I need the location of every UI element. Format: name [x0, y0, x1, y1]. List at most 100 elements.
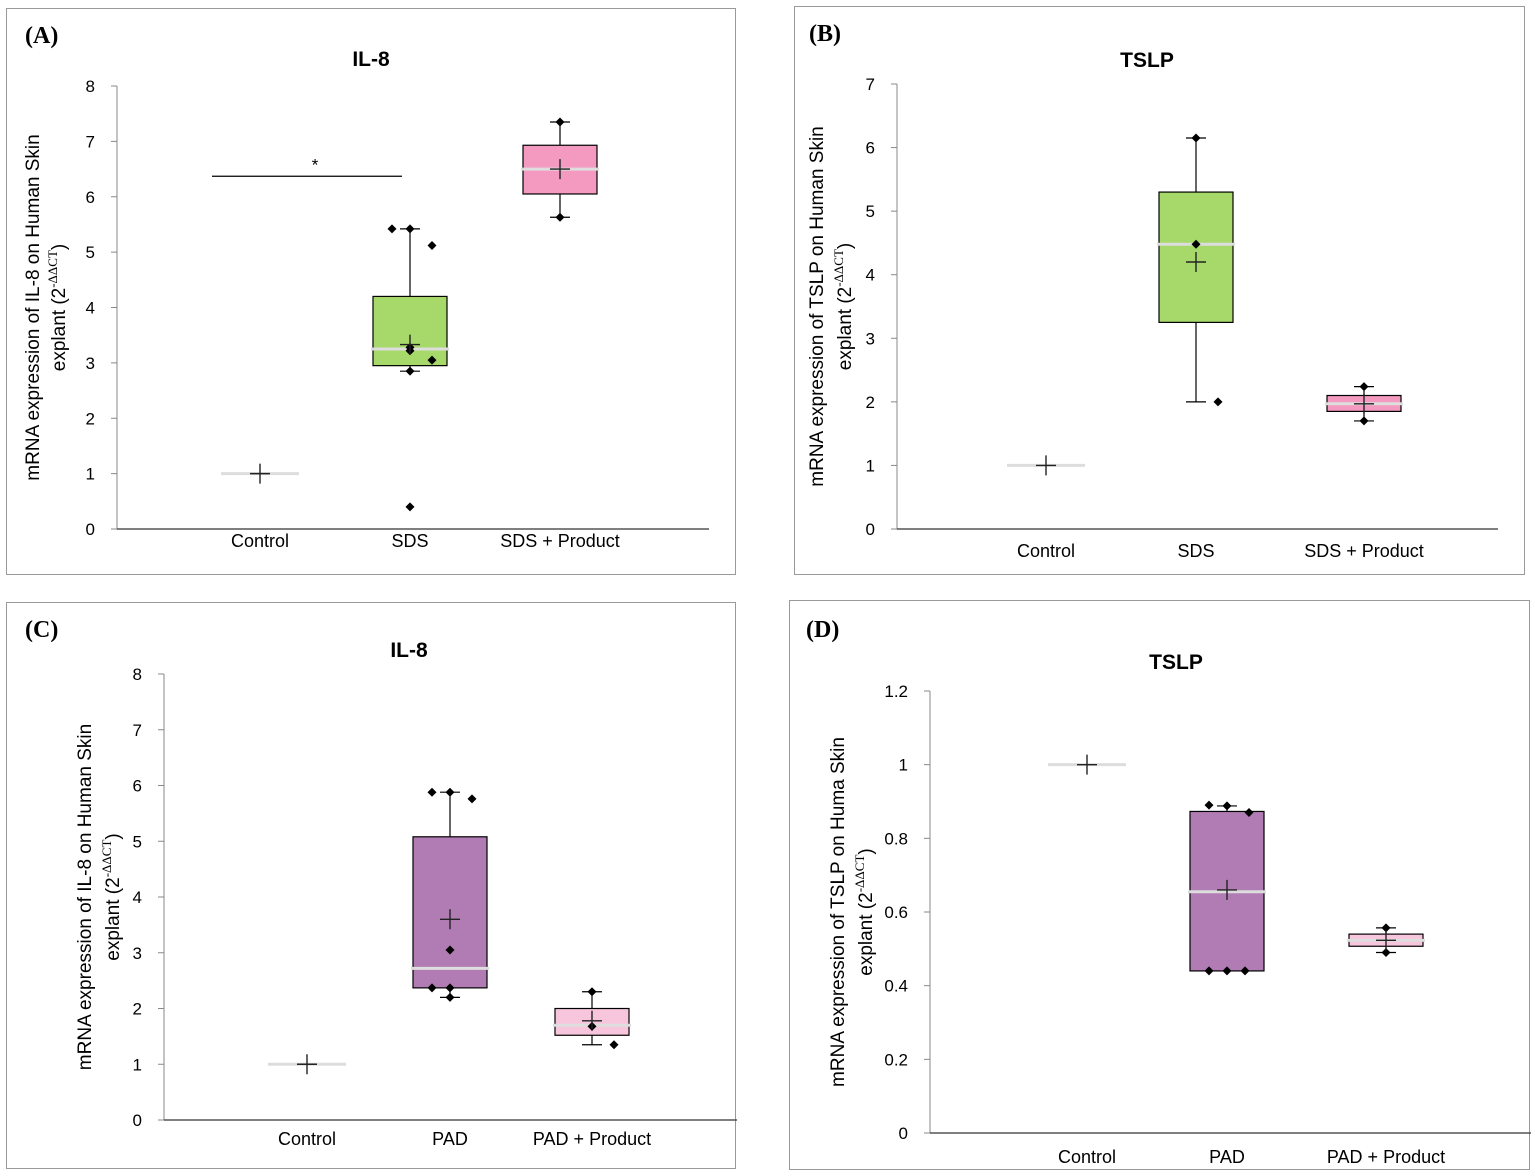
- mean-marker: [1217, 879, 1237, 900]
- y-axis-label-2: explant (2-ΔΔCT): [852, 848, 877, 975]
- y-tick-label: 7: [866, 75, 875, 94]
- y-tick-label: 0.2: [884, 1050, 908, 1069]
- y-tick-label: 5: [133, 832, 142, 851]
- y-tick-label: 4: [866, 266, 875, 285]
- panel-label: (C): [25, 617, 59, 643]
- data-point: [1191, 133, 1201, 143]
- chart-d: TSLP mRNA expression of TSLP on Huma Skin…: [828, 651, 1531, 1167]
- y-tick-label: 1: [866, 456, 875, 475]
- data-point: [1213, 397, 1223, 407]
- y-axis-label-end: ): [49, 244, 70, 250]
- y-tick-label: 5: [86, 243, 95, 262]
- mean-marker: [400, 334, 420, 355]
- data-point: [1359, 382, 1369, 392]
- x-category-label: Control: [1017, 541, 1075, 561]
- data-point: [609, 1040, 619, 1050]
- x-category-label: SDS + Product: [500, 531, 620, 551]
- mean-marker: [1186, 252, 1206, 272]
- x-category-label: Control: [278, 1129, 336, 1149]
- data-point: [467, 794, 477, 804]
- significance-star: *: [312, 155, 319, 174]
- y-axis-label: mRNA expression of TSLP on Huma Skin: [828, 737, 849, 1087]
- data-point: [1240, 966, 1250, 976]
- chart-title: IL-8: [390, 639, 428, 662]
- chart-title: TSLP: [1149, 651, 1203, 674]
- mean-marker: [1036, 455, 1056, 476]
- panel-label: (A): [25, 23, 59, 49]
- y-axis-label-text: explant (2: [856, 892, 877, 975]
- data-point: [1381, 923, 1391, 933]
- data-point: [427, 983, 437, 993]
- chart-title: IL-8: [352, 48, 390, 71]
- box-iqr: [372, 295, 448, 367]
- x-category-label: Control: [1058, 1147, 1116, 1167]
- y-tick-label: 8: [133, 665, 142, 684]
- panel-a: (A) IL-8 mRNA expression of IL-8 on Human…: [6, 8, 736, 575]
- y-axis-label-text: explant (2: [835, 287, 856, 370]
- data-point: [427, 240, 437, 250]
- data-point: [555, 117, 565, 127]
- x-category-label: PAD + Product: [1327, 1147, 1445, 1167]
- x-category-label: PAD: [432, 1129, 468, 1149]
- data-point: [405, 366, 415, 376]
- y-tick-label: 5: [866, 202, 875, 221]
- data-point: [445, 992, 455, 1002]
- y-axis-label-2: explant (2-ΔΔCT): [45, 244, 70, 371]
- y-axis-label-superscript: -ΔΔCT: [99, 840, 114, 878]
- y-axis-label-text: explant (2: [103, 877, 124, 960]
- y-axis-label-superscript: -ΔΔCT: [852, 855, 867, 893]
- panel-label: (D): [806, 617, 840, 643]
- y-axis-label: mRNA expression of IL-8 on Human Skin: [23, 134, 44, 480]
- y-tick-label: 0: [133, 1111, 142, 1130]
- data-point: [555, 212, 565, 222]
- y-axis-label-2: explant (2-ΔΔCT): [99, 833, 124, 960]
- y-tick-label: 6: [86, 188, 95, 207]
- chart-b: TSLP mRNA expression of TSLP on Human Ski…: [807, 49, 1498, 561]
- y-tick-label: 2: [86, 409, 95, 428]
- y-tick-label: 1: [899, 756, 908, 775]
- x-category-label: SDS + Product: [1304, 541, 1424, 561]
- panel-label: (B): [809, 21, 841, 47]
- panel-b: (B) TSLP mRNA expression of TSLP on Human…: [794, 6, 1525, 575]
- y-axis-label-end: ): [856, 848, 877, 854]
- y-axis-label-end: ): [835, 243, 856, 249]
- y-tick-label: 3: [133, 944, 142, 963]
- x-category-label: Control: [231, 531, 289, 551]
- mean-marker: [582, 1010, 602, 1031]
- data-point: [1222, 966, 1232, 976]
- data-point: [587, 987, 597, 997]
- data-point: [405, 224, 415, 234]
- y-tick-label: 8: [86, 77, 95, 96]
- y-tick-label: 0.8: [884, 829, 908, 848]
- y-tick-label: 4: [133, 888, 142, 907]
- y-tick-label: 0.6: [884, 903, 908, 922]
- panel-d: (D) TSLP mRNA expression of TSLP on Huma …: [789, 600, 1531, 1170]
- data-point: [445, 945, 455, 955]
- y-tick-label: 6: [133, 777, 142, 796]
- y-tick-label: 1.2: [884, 682, 908, 701]
- x-category-label: SDS: [1177, 541, 1214, 561]
- mean-marker: [1354, 393, 1374, 414]
- x-category-label: SDS: [391, 531, 428, 551]
- mean-marker: [1077, 754, 1097, 775]
- y-tick-label: 2: [866, 393, 875, 412]
- y-tick-label: 0: [899, 1124, 908, 1143]
- y-axis-label-text: explant (2: [49, 288, 70, 371]
- chart-a: IL-8 mRNA expression of IL-8 on Human Ski…: [23, 48, 709, 551]
- y-tick-label: 7: [86, 132, 95, 151]
- y-tick-label: 3: [866, 329, 875, 348]
- mean-marker: [250, 463, 270, 484]
- x-category-label: PAD: [1209, 1147, 1245, 1167]
- mean-marker: [1376, 930, 1396, 951]
- data-point: [427, 355, 437, 365]
- data-point: [1204, 966, 1214, 976]
- y-axis-label-2: explant (2-ΔΔCT): [831, 243, 856, 370]
- x-category-label: PAD + Product: [533, 1129, 651, 1149]
- data-point: [1204, 800, 1214, 810]
- y-tick-label: 0: [86, 520, 95, 539]
- y-tick-label: 7: [133, 721, 142, 740]
- data-point: [1359, 416, 1369, 426]
- mean-marker: [440, 909, 460, 930]
- y-tick-label: 4: [86, 299, 95, 318]
- y-axis-label-superscript: -ΔΔCT: [45, 250, 60, 288]
